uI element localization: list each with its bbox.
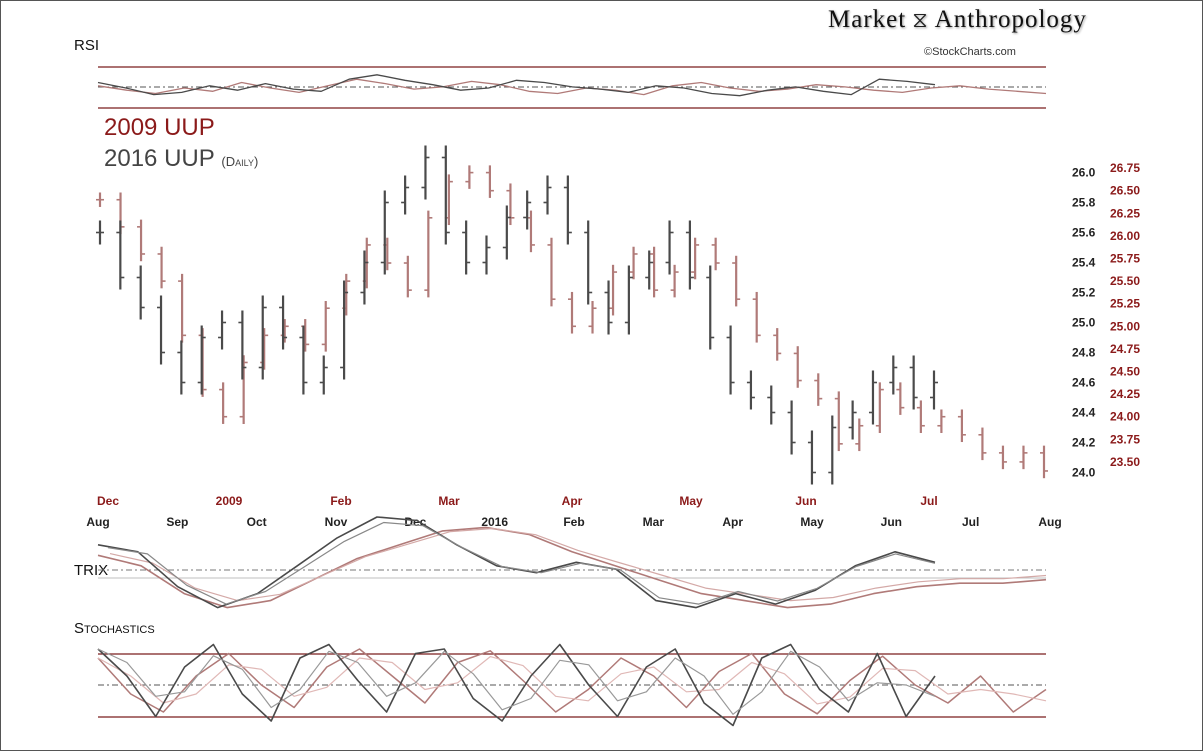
x-tick-2016: Jun: [881, 515, 902, 529]
x-tick-2016: May: [800, 515, 824, 529]
x-tick-2016: Nov: [325, 515, 348, 529]
x-tick-2009: Mar: [438, 494, 460, 508]
x-tick-2016: 2016: [481, 515, 508, 529]
y-tick-2016: 24.0: [1072, 466, 1096, 480]
y-tick-2016: 24.4: [1072, 406, 1096, 420]
copyright-text: ©StockCharts.com: [924, 46, 1016, 58]
rsi-line-2016: [97, 74, 936, 97]
x-tick-2009: Jul: [920, 494, 937, 508]
dna-helix-icon: ⧖: [912, 7, 929, 32]
trix-line-2016: [97, 516, 936, 609]
legend-2016-name: UUP: [164, 145, 215, 172]
x-tick-2016: Aug: [1038, 515, 1061, 529]
y-tick-2016: 25.0: [1072, 316, 1096, 330]
stochastics-label: Stochastics: [74, 620, 155, 637]
y-tick-2009: 26.25: [1110, 206, 1140, 220]
y-tick-2009: 26.75: [1110, 161, 1140, 175]
legend-2016-year: 2016: [104, 145, 158, 172]
x-tick-2016: Oct: [247, 515, 267, 529]
y-tick-2016: 26.0: [1072, 166, 1096, 180]
stoch-line-2016: [97, 643, 936, 727]
legend-2009-year: 2009: [104, 114, 158, 141]
brand-word-anthropology: Anthropology: [934, 6, 1087, 33]
brand-word-market: Market: [828, 6, 907, 33]
trix-label: TRIX: [74, 562, 109, 579]
y-tick-2016: 25.8: [1072, 196, 1096, 210]
legend-2009-name: UUP: [164, 114, 215, 141]
x-tick-2016: Mar: [643, 515, 665, 529]
x-tick-2009: 2009: [216, 494, 243, 508]
rsi-label: RSI: [74, 37, 100, 54]
y-tick-2009: 24.75: [1110, 342, 1140, 356]
x-tick-2009: Apr: [562, 494, 583, 508]
legend-2016-note: (Daily): [221, 154, 259, 169]
legend-2009: 2009 UUP: [104, 114, 215, 142]
y-tick-2016: 24.6: [1072, 376, 1096, 390]
y-tick-2009: 26.00: [1110, 229, 1140, 243]
y-tick-2016: 24.8: [1072, 346, 1096, 360]
x-tick-2016: Dec: [404, 515, 426, 529]
x-tick-2009: Dec: [97, 494, 119, 508]
x-tick-2009: Jun: [795, 494, 816, 508]
y-tick-2009: 23.75: [1110, 432, 1140, 446]
y-tick-2016: 25.4: [1072, 256, 1096, 270]
y-tick-2009: 25.00: [1110, 319, 1140, 333]
trix-line-2009: [97, 526, 1047, 609]
stoch-signal-2016: [97, 648, 936, 715]
stoch-signal-2009: [97, 655, 1047, 705]
y-tick-2016: 24.2: [1072, 436, 1096, 450]
x-tick-2016: Sep: [166, 515, 188, 529]
x-tick-2009: Feb: [330, 494, 351, 508]
x-tick-2016: Jul: [962, 515, 979, 529]
x-tick-2016: Apr: [722, 515, 743, 529]
y-tick-2009: 24.25: [1110, 387, 1140, 401]
trix-signal-2009: [109, 527, 1047, 602]
brand-title: Market ⧖ Anthropology: [828, 6, 1087, 34]
y-tick-2009: 25.25: [1110, 297, 1140, 311]
y-tick-2016: 25.6: [1072, 226, 1096, 240]
y-tick-2009: 26.50: [1110, 184, 1140, 198]
y-tick-2009: 24.00: [1110, 410, 1140, 424]
y-tick-2009: 25.50: [1110, 274, 1140, 288]
y-tick-2016: 25.2: [1072, 286, 1096, 300]
legend-2016: 2016 UUP (Daily): [104, 145, 258, 173]
stoch-line-2009: [97, 648, 1047, 715]
trix-signal-2016: [107, 521, 936, 605]
x-tick-2016: Aug: [86, 515, 109, 529]
y-tick-2009: 24.50: [1110, 365, 1140, 379]
x-tick-2016: Feb: [563, 515, 584, 529]
x-tick-2009: May: [679, 494, 703, 508]
y-tick-2009: 23.50: [1110, 455, 1140, 469]
y-tick-2009: 25.75: [1110, 251, 1140, 265]
